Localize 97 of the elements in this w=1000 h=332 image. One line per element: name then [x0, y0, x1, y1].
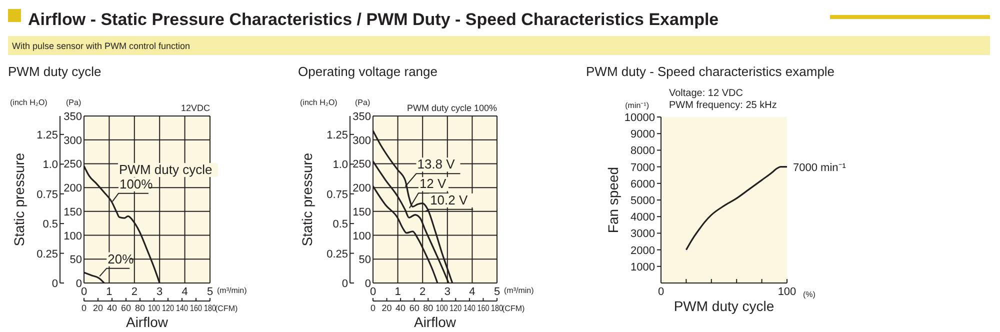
text: 12VDC [180, 103, 210, 113]
x-tick-label: 4 [182, 286, 188, 298]
y-axis-title: (Pa) [66, 98, 82, 107]
x2-tick-label: 40 [396, 303, 406, 313]
x2-tick-label: 160 [477, 303, 492, 313]
y-tick-label: 100 [64, 230, 82, 242]
y-tick-label: 10000 [624, 112, 655, 124]
y2-tick-label: 0.5 [332, 218, 348, 231]
y2-tick-label: 1.0 [332, 159, 348, 172]
x2-tick-label: 140 [463, 303, 478, 313]
y-tick-label: 4000 [630, 212, 655, 224]
x2-tick-label: 140 [176, 303, 192, 313]
chart-title: PWM duty cycle [8, 64, 102, 79]
y2-tick-label: 0.75 [36, 188, 58, 201]
y-axis-title: (Pa) [355, 98, 370, 107]
y-tick-label: 200 [352, 182, 371, 195]
text: Airflow - Static Pressure Characteristics / PWM Duty - Speed Characteristics Example [28, 10, 719, 29]
y-tick-label: 250 [64, 158, 82, 171]
y2-tick-label: 0 [52, 278, 58, 290]
x-axis-title: Airflow [126, 314, 169, 330]
x-axis-title: Airflow [414, 314, 457, 330]
y-tick-label: 350 [64, 111, 82, 123]
annotation: 10.2 V [430, 192, 468, 208]
text: (m³/min) [217, 286, 248, 295]
text: PWM duty cycle 100% [406, 103, 497, 113]
x2-tick-label: 100 [436, 303, 451, 313]
y-axis-title: Fan speed [605, 166, 621, 234]
chart-title: PWM duty - Speed characteristics example [586, 64, 835, 79]
y-tick-label: 150 [64, 206, 82, 218]
line-series [685, 166, 788, 251]
y-tick-label: 250 [352, 158, 371, 171]
y2-tick-label: 0.25 [36, 248, 58, 260]
y-tick-label: 6000 [630, 178, 655, 190]
annotation: 20% [108, 251, 134, 266]
x2-axis-title: (CFM) [215, 304, 238, 313]
y2-tick-label: 0.5 [42, 218, 58, 231]
x-tick-label: 2 [420, 286, 426, 298]
y2-tick-label: 0.25 [326, 248, 348, 260]
y-tick-label: 3000 [630, 228, 655, 240]
text: With pulse sensor with PWM control function [12, 41, 190, 51]
annotation: 100% [119, 176, 154, 192]
x-tick-label: 1 [106, 286, 112, 298]
x2-tick-label: 80 [134, 303, 146, 313]
y-tick-label: 50 [70, 254, 82, 266]
text: (inch H₂O) [300, 98, 338, 107]
x2-tick-label: 40 [106, 303, 118, 313]
y-tick-label: 7000 [630, 162, 655, 174]
x-tick-label: 5 [494, 286, 500, 298]
x-axis-title: PWM duty cycle [674, 298, 774, 314]
y-tick-label: 9000 [630, 128, 655, 141]
x-tick-label: 1 [394, 286, 401, 298]
x-tick-label: 100 [778, 286, 796, 298]
text: (%) [803, 290, 816, 299]
y2-tick-label: 1.0 [42, 159, 58, 172]
x-tick-label: 3 [156, 286, 163, 298]
text: Voltage: 12 VDC [669, 88, 743, 99]
x2-tick-label: 120 [162, 303, 178, 313]
x-tick-label: 2 [131, 286, 138, 298]
x2-tick-label: 60 [409, 303, 420, 313]
y-tick-label: 0 [364, 278, 371, 290]
y2-tick-label: 1.25 [36, 129, 58, 142]
x-tick-label: 0 [658, 286, 664, 298]
text: (min⁻¹) [625, 101, 650, 110]
y-tick-label: 300 [64, 134, 82, 147]
y2-tick-label: 0.75 [326, 188, 348, 201]
y-tick-label: 150 [352, 206, 371, 218]
y-tick-label: 0 [76, 278, 82, 290]
y-tick-label: 50 [358, 254, 371, 266]
x-tick-label: 5 [206, 286, 214, 298]
annotation: 13.8 V [417, 156, 456, 172]
x2-tick-label: 120 [450, 303, 465, 313]
y2-axis-title: Static pressure [11, 152, 27, 246]
y-tick-label: 200 [64, 182, 82, 195]
x2-tick-label: 100 [148, 303, 164, 313]
y-tick-label: 1000 [630, 261, 655, 274]
x-tick-label: 4 [469, 286, 476, 298]
text: PWM frequency: 25 kHz [669, 100, 777, 111]
chart-title: Operating voltage range [298, 64, 438, 79]
text: (inch H₂O) [10, 98, 48, 107]
y2-tick-label: 0 [342, 278, 348, 290]
x2-tick-label: 80 [423, 303, 434, 313]
y2-axis-title: Static pressure [299, 152, 315, 246]
annotation: 7000 min⁻¹ [793, 162, 846, 174]
y-tick-label: 2000 [630, 244, 655, 257]
x-tick-label: 3 [444, 286, 450, 298]
y-tick-label: 5000 [630, 195, 655, 207]
y-tick-label: 100 [352, 230, 371, 242]
y-tick-label: 300 [352, 134, 371, 147]
x2-axis-title: (CFM) [502, 304, 525, 313]
y-tick-label: 350 [352, 111, 371, 123]
y2-tick-label: 1.25 [326, 129, 348, 142]
text: (m³/min) [504, 286, 534, 295]
y-tick-label: 8000 [630, 145, 655, 158]
x2-tick-label: 60 [120, 303, 132, 313]
x2-tick-label: 20 [382, 303, 392, 313]
x2-tick-label: 20 [92, 303, 104, 313]
x2-tick-label: 160 [190, 303, 206, 313]
